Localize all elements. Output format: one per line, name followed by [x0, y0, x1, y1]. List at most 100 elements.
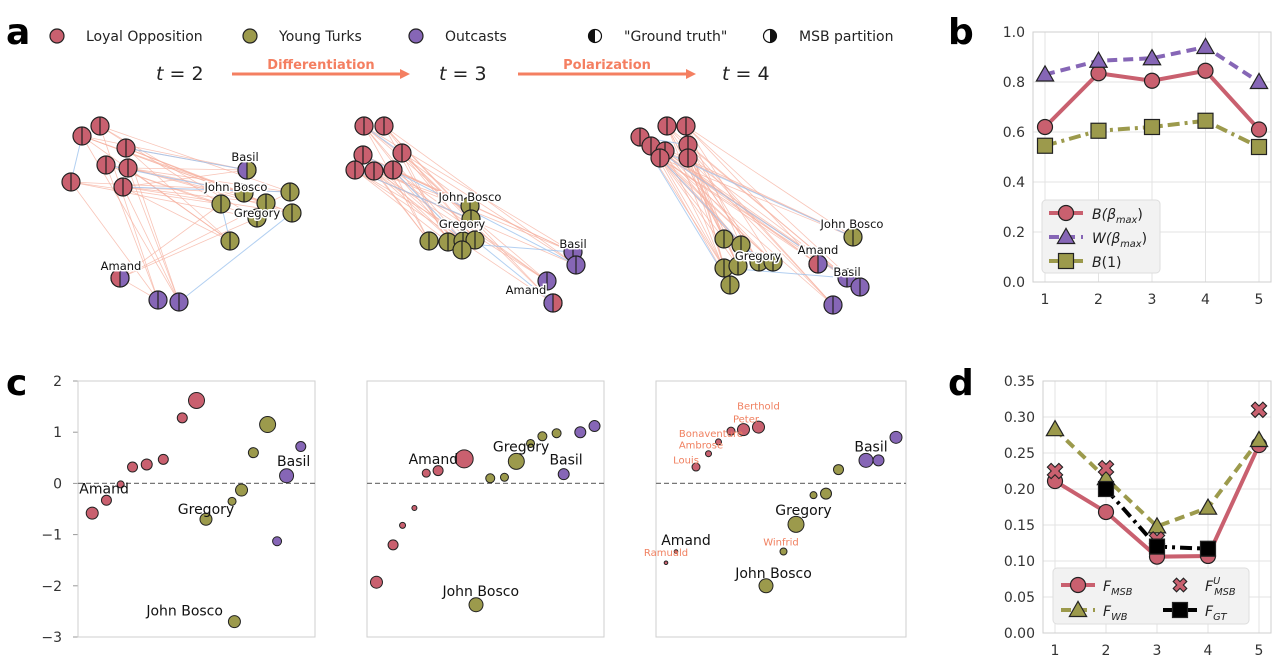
data-point — [551, 428, 562, 439]
plot-frame — [1032, 31, 1272, 283]
data-point — [176, 412, 188, 424]
network-node-right — [266, 194, 275, 212]
legend-label: FMSB — [1103, 579, 1133, 598]
legend-marker — [1171, 601, 1189, 619]
network-edge — [685, 125, 861, 288]
network-node-right — [738, 257, 747, 275]
legend: B(βmax) W(βmax) B(1) — [1041, 199, 1161, 274]
data-point — [227, 615, 241, 629]
network-edge — [127, 167, 180, 303]
node-name-label: Basil — [833, 265, 860, 279]
network-node-right — [123, 178, 132, 196]
legend-label: FU MSB — [1205, 576, 1236, 598]
network-edge — [122, 169, 248, 188]
node-name-label: John Bosco — [438, 190, 502, 204]
point-label: Amand — [409, 452, 459, 468]
point-label: Basil — [277, 454, 310, 470]
network-node-right — [475, 231, 484, 249]
y-tick-label: −1 — [41, 528, 62, 544]
network-node-right — [363, 146, 372, 164]
network-node-right — [724, 230, 733, 248]
legend-marker — [408, 28, 424, 44]
data-point — [1195, 37, 1216, 55]
network-node-left — [838, 269, 847, 287]
legend-label: B(βmax) — [1092, 207, 1143, 226]
network-edge — [70, 181, 291, 193]
legend-label: B(1) — [1092, 255, 1121, 271]
network-node-left — [114, 178, 123, 196]
network-node-left — [91, 117, 100, 135]
data-point — [715, 438, 722, 446]
legend-marker — [1172, 577, 1188, 593]
y-tick-label: 0.30 — [1004, 410, 1035, 426]
network-node-right — [257, 209, 266, 227]
panel-label-b: b — [948, 12, 974, 53]
point-label: Bonaventure — [679, 429, 743, 440]
network-node-right — [364, 117, 373, 135]
plot-frame — [366, 380, 605, 638]
network-node-right — [553, 294, 562, 312]
network-edge — [70, 181, 222, 205]
legend-label: FGT — [1205, 604, 1228, 623]
network-node-right — [82, 127, 91, 145]
data-point — [411, 504, 418, 511]
network-node-left — [117, 139, 126, 157]
legend-marker — [1057, 204, 1075, 222]
network-node-right — [100, 117, 109, 135]
legend-box — [1052, 567, 1250, 625]
network-node-left — [651, 149, 660, 167]
network-edge — [119, 217, 258, 279]
data-point — [574, 426, 587, 439]
network-node-right — [818, 255, 827, 273]
network-node-right — [576, 256, 585, 274]
network-node-left — [346, 161, 355, 179]
network-edge — [99, 125, 159, 301]
network-edge — [664, 150, 774, 263]
data-point — [85, 506, 99, 520]
network-edge — [474, 239, 554, 304]
network-node-left — [420, 232, 429, 250]
network-node-right — [402, 144, 411, 162]
data-point — [705, 450, 712, 458]
network-node-left — [715, 230, 724, 248]
data-point — [1143, 118, 1161, 136]
subplot-3: Amand Gregory Basil John Bosco BertholdPeter… — [644, 380, 907, 638]
network-edge — [401, 152, 476, 241]
panel-label-c: c — [6, 363, 27, 404]
point-label: Ambrose — [679, 441, 723, 452]
data-point — [1249, 72, 1269, 90]
network-edge — [373, 170, 430, 242]
data-point — [295, 441, 307, 453]
network-node-right — [688, 149, 697, 167]
data-point — [140, 458, 153, 471]
network-node-left — [73, 127, 82, 145]
x-tick-label: 3 — [1153, 643, 1162, 656]
point-label: Peter — [733, 414, 760, 425]
y-tick-label: 1.0 — [1003, 25, 1025, 41]
network-node-left — [844, 228, 853, 246]
network-edge — [659, 157, 774, 263]
y-tick-label: 0.6 — [1003, 125, 1025, 141]
subplot-1: Amand Gregory Basil John Bosco — [77, 380, 316, 638]
data-point — [1097, 480, 1115, 498]
x-tick-label: 4 — [1204, 643, 1213, 656]
point-label: John Bosco — [734, 566, 812, 582]
data-point — [1142, 48, 1162, 66]
data-point — [454, 449, 474, 469]
panel-label-d: d — [948, 363, 974, 404]
x-tick-label: 4 — [1201, 292, 1210, 308]
network-edge — [685, 125, 819, 265]
legend-label: MSB partition — [799, 29, 893, 45]
network-node-right — [773, 253, 782, 271]
network-node-left — [824, 296, 833, 314]
data-point — [779, 547, 788, 556]
network-node-left — [62, 173, 71, 191]
legend-label: FWB — [1103, 604, 1128, 623]
network-edge — [392, 169, 430, 242]
data-point — [1147, 516, 1167, 534]
network-node-right — [126, 139, 135, 157]
panel-a: Loyal Opposition Young Turks Outcasts "Grou… — [49, 28, 893, 315]
network-node-left — [375, 117, 384, 135]
network-node-left — [750, 253, 759, 271]
